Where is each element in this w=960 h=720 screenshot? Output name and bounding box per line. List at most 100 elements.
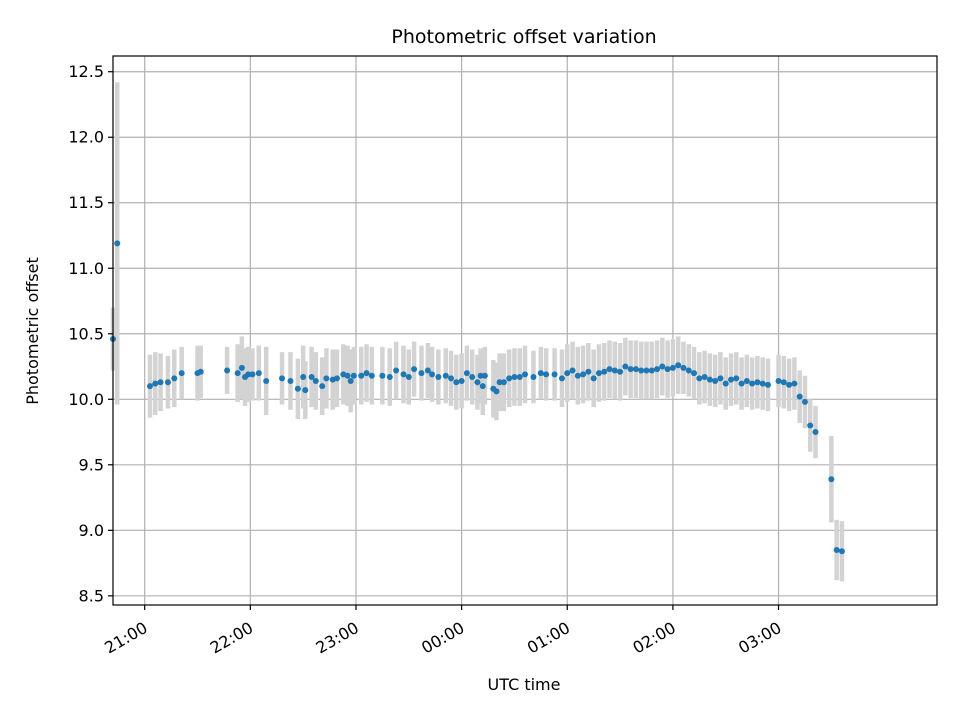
data-point bbox=[522, 371, 528, 378]
grid-lines bbox=[113, 56, 937, 605]
data-point bbox=[585, 368, 592, 375]
data-point bbox=[664, 366, 671, 373]
data-point bbox=[224, 367, 231, 374]
x-tick-label: 02:00 bbox=[629, 618, 678, 658]
data-point bbox=[833, 546, 840, 553]
data-point bbox=[308, 374, 315, 381]
data-point bbox=[632, 366, 639, 373]
x-axis-label: UTC time bbox=[488, 675, 561, 694]
data-point bbox=[722, 380, 729, 387]
y-axis-ticks: 8.5 9.0 9.5 10.0 10.5 11.0 11.5 12.0 12.5 bbox=[68, 62, 113, 605]
x-tick-label: 23:00 bbox=[313, 618, 362, 658]
data-point bbox=[164, 379, 171, 386]
x-tick-label: 01:00 bbox=[524, 618, 573, 658]
data-point bbox=[493, 388, 500, 395]
y-tick-label: 11.5 bbox=[68, 193, 104, 212]
data-point bbox=[171, 375, 178, 382]
data-point bbox=[680, 364, 687, 371]
data-point bbox=[574, 372, 581, 379]
y-tick-label: 11.0 bbox=[68, 259, 104, 278]
data-point bbox=[601, 368, 608, 375]
data-point bbox=[530, 374, 537, 381]
data-point bbox=[712, 377, 719, 384]
data-point bbox=[643, 367, 650, 374]
chart-title: Photometric offset variation bbox=[391, 26, 656, 48]
data-point bbox=[474, 379, 481, 386]
data-point bbox=[279, 375, 286, 382]
data-point bbox=[363, 370, 370, 377]
y-tick-label: 8.5 bbox=[79, 586, 104, 605]
data-point bbox=[178, 370, 185, 377]
data-point bbox=[569, 367, 576, 374]
data-point bbox=[442, 372, 449, 379]
data-point bbox=[654, 366, 661, 373]
data-point bbox=[429, 371, 436, 378]
data-point bbox=[500, 379, 507, 386]
data-point bbox=[807, 422, 814, 429]
data-point bbox=[669, 364, 676, 371]
data-point bbox=[611, 367, 618, 374]
data-points bbox=[110, 240, 845, 555]
data-point bbox=[622, 363, 629, 370]
data-point bbox=[659, 363, 666, 370]
data-point bbox=[333, 375, 340, 382]
data-point bbox=[448, 375, 455, 382]
data-point bbox=[300, 374, 307, 381]
data-point bbox=[287, 377, 294, 384]
data-point bbox=[754, 379, 761, 386]
error-bars bbox=[110, 82, 845, 582]
x-tick-label: 03:00 bbox=[735, 618, 784, 658]
data-point bbox=[234, 370, 241, 377]
data-point bbox=[691, 370, 698, 377]
data-point bbox=[350, 372, 357, 379]
y-tick-label: 10.0 bbox=[68, 390, 104, 409]
data-point bbox=[786, 381, 793, 388]
y-tick-label: 9.5 bbox=[79, 455, 104, 474]
x-axis-ticks: 21:00 22:00 23:00 00:00 01:00 02:00 03:00 bbox=[101, 605, 785, 658]
data-point bbox=[685, 367, 692, 374]
data-point bbox=[580, 371, 587, 378]
data-point bbox=[418, 370, 425, 377]
y-tick-label: 9.0 bbox=[79, 521, 104, 540]
data-point bbox=[780, 379, 787, 386]
data-point bbox=[506, 375, 513, 382]
data-point bbox=[344, 372, 351, 379]
data-point bbox=[294, 385, 301, 392]
data-point bbox=[197, 368, 204, 375]
data-point bbox=[733, 375, 740, 382]
data-point bbox=[551, 371, 558, 378]
data-point bbox=[358, 372, 365, 379]
data-point bbox=[368, 372, 375, 379]
data-point bbox=[590, 375, 597, 382]
data-point bbox=[812, 429, 819, 436]
data-point bbox=[701, 374, 708, 381]
data-point bbox=[743, 377, 750, 384]
data-point bbox=[347, 377, 354, 384]
data-point bbox=[796, 393, 803, 400]
data-point bbox=[477, 372, 484, 379]
data-point bbox=[801, 398, 808, 405]
data-point bbox=[648, 367, 655, 374]
data-point bbox=[424, 367, 431, 374]
data-point bbox=[537, 370, 544, 377]
data-point bbox=[481, 372, 488, 379]
data-point bbox=[469, 374, 476, 381]
data-point bbox=[400, 371, 407, 378]
data-point bbox=[411, 366, 418, 373]
data-point bbox=[379, 372, 386, 379]
data-point bbox=[638, 367, 645, 374]
data-point bbox=[302, 387, 309, 394]
data-point bbox=[838, 548, 845, 555]
data-point bbox=[435, 374, 442, 381]
y-tick-label: 10.5 bbox=[68, 324, 104, 343]
data-point bbox=[516, 374, 523, 381]
data-point bbox=[717, 375, 724, 382]
data-point bbox=[759, 380, 766, 387]
data-point bbox=[405, 374, 412, 381]
x-tick-label: 21:00 bbox=[101, 618, 150, 658]
plot-frame bbox=[112, 55, 938, 606]
data-point bbox=[319, 383, 326, 390]
data-point bbox=[595, 370, 602, 377]
data-point bbox=[606, 366, 613, 373]
